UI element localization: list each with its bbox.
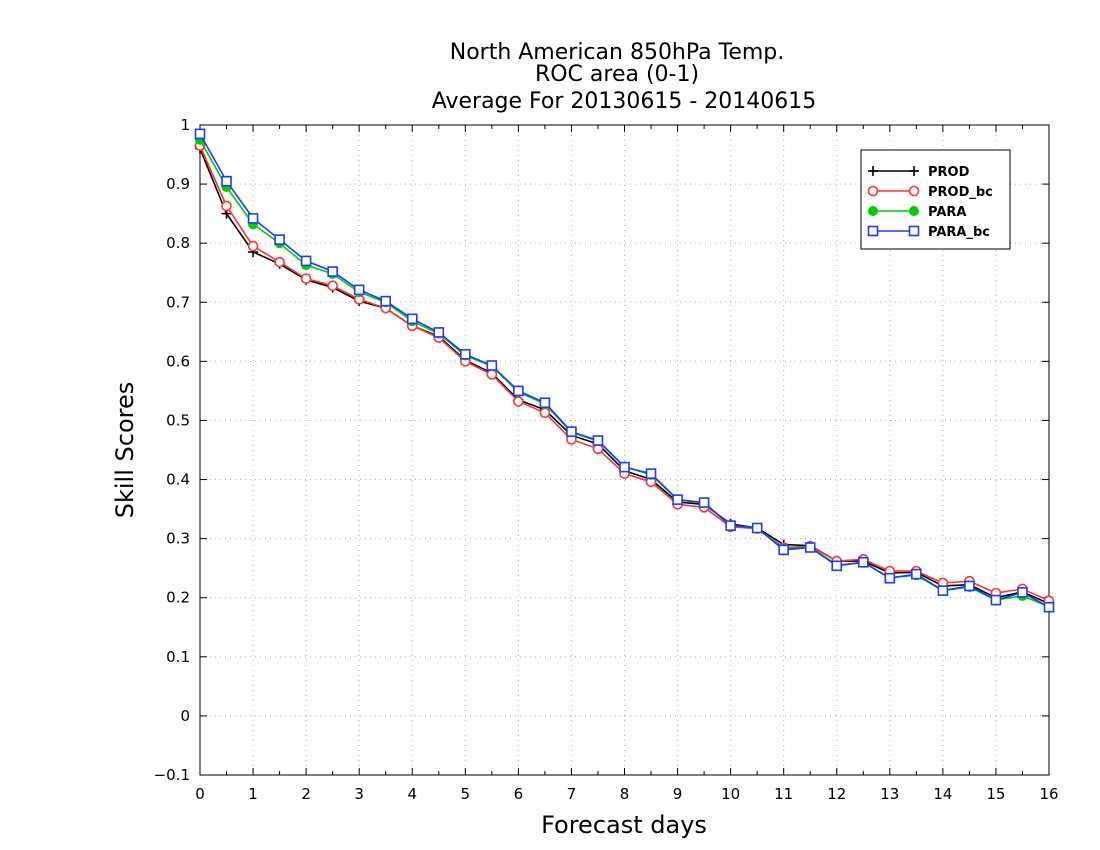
legend-label: PARA bbox=[928, 205, 966, 220]
y-tick-label: 0.1 bbox=[166, 648, 190, 666]
data-point-para-bc bbox=[751, 522, 763, 534]
series-lines bbox=[194, 128, 1055, 613]
y-tick-label: 0.2 bbox=[166, 589, 190, 607]
legend-label: PARA_bc bbox=[928, 225, 990, 240]
data-point-para-bc bbox=[592, 435, 604, 446]
legend-marker bbox=[868, 206, 878, 216]
data-point-para-bc bbox=[884, 572, 896, 584]
x-tick-label: 8 bbox=[620, 785, 630, 803]
y-tick-label: 0.3 bbox=[166, 530, 190, 548]
y-tick-label: 0.8 bbox=[166, 234, 190, 252]
chart-subtitle: ROC area (0-1) bbox=[535, 62, 699, 87]
axis-ticks: 0 1 2 3 4 5 6 7 8 9 10 11 12 13 14 15 16−0.100.10.20.30.… bbox=[154, 116, 1059, 803]
chart-title: North American 850hPa Temp. bbox=[450, 40, 785, 65]
data-point-para-bc bbox=[804, 542, 816, 553]
legend-item-prod-bc: PROD_bc bbox=[867, 185, 993, 200]
chart-subtitle-period: Average For 20130615 - 20140615 bbox=[432, 89, 817, 114]
data-point-para-bc bbox=[566, 426, 577, 437]
legend-box bbox=[860, 149, 1011, 250]
data-point-para-bc bbox=[194, 128, 206, 140]
y-axis-label: Skill Scores bbox=[111, 382, 139, 519]
y-tick-label: 1 bbox=[180, 116, 190, 134]
x-axis-label: Forecast days bbox=[541, 811, 707, 839]
x-tick-label: 16 bbox=[1039, 785, 1058, 803]
x-tick-label: 10 bbox=[721, 785, 740, 803]
legend-label: PROD bbox=[928, 165, 970, 180]
data-point-para-bc bbox=[672, 494, 683, 505]
x-tick-label: 2 bbox=[301, 785, 311, 803]
legend-marker bbox=[908, 185, 920, 197]
data-point-para-bc bbox=[406, 313, 418, 325]
x-tick-label: 1 bbox=[248, 785, 258, 803]
legend-marker bbox=[908, 225, 920, 237]
legend-item-para: PARA bbox=[868, 205, 966, 220]
data-point-para-bc bbox=[698, 497, 710, 508]
x-tick-label: 15 bbox=[986, 785, 1005, 803]
legend-label: PROD_bc bbox=[928, 185, 993, 200]
data-point-para-bc bbox=[1017, 587, 1028, 598]
legend-item-prod: PROD bbox=[868, 165, 970, 180]
legend-item-para-bc: PARA_bc bbox=[867, 225, 990, 240]
legend: PROD PROD_bc PARA PARA_bc bbox=[860, 149, 1011, 250]
x-tick-label: 6 bbox=[514, 785, 524, 803]
data-point-prod-bc bbox=[327, 280, 338, 292]
x-tick-label: 5 bbox=[461, 785, 471, 803]
x-tick-label: 9 bbox=[673, 785, 683, 803]
data-point-prod-bc bbox=[274, 256, 285, 268]
x-tick-label: 7 bbox=[567, 785, 577, 803]
data-point-para-bc bbox=[831, 560, 843, 572]
y-tick-label: 0.9 bbox=[166, 175, 190, 193]
data-point-para-bc bbox=[937, 585, 949, 596]
x-tick-label: 13 bbox=[880, 785, 899, 803]
x-tick-label: 4 bbox=[407, 785, 417, 803]
y-tick-label: 0 bbox=[180, 707, 190, 725]
data-point-para-bc bbox=[460, 348, 471, 360]
x-tick-label: 11 bbox=[774, 785, 793, 803]
legend-marker bbox=[867, 185, 879, 197]
data-point-para-bc bbox=[353, 284, 365, 296]
y-tick-label: −0.1 bbox=[154, 766, 190, 784]
x-tick-label: 12 bbox=[827, 785, 846, 803]
data-point-para-bc bbox=[619, 461, 630, 473]
data-point-para-bc bbox=[433, 327, 445, 338]
data-point-para-bc bbox=[300, 255, 312, 267]
data-point-para-bc bbox=[990, 594, 1002, 606]
x-tick-label: 3 bbox=[354, 785, 364, 803]
y-tick-label: 0.6 bbox=[166, 352, 190, 370]
data-point-para-bc bbox=[327, 266, 338, 277]
data-point-prod-bc bbox=[513, 396, 524, 407]
series-para-bc bbox=[194, 128, 1055, 613]
data-point-para-bc bbox=[857, 556, 869, 568]
data-point-para-bc bbox=[380, 295, 392, 307]
data-point-prod-bc bbox=[539, 407, 551, 419]
data-point-para-bc bbox=[645, 468, 657, 479]
x-tick-label: 14 bbox=[933, 785, 952, 803]
data-point-para-bc bbox=[486, 360, 498, 371]
data-point-prod-bc bbox=[486, 369, 498, 380]
data-point-prod-bc bbox=[247, 240, 259, 252]
y-tick-label: 0.5 bbox=[166, 411, 190, 429]
data-point-para-bc bbox=[274, 234, 285, 245]
data-point-para-bc bbox=[513, 385, 524, 397]
legend-marker bbox=[868, 166, 878, 176]
data-point-para-bc bbox=[221, 175, 232, 187]
x-tick-label: 0 bbox=[195, 785, 205, 803]
data-point-para-bc bbox=[964, 580, 975, 592]
data-point-prod-bc bbox=[221, 200, 232, 212]
data-point-para-bc bbox=[911, 568, 922, 580]
legend-marker bbox=[909, 206, 919, 216]
legend-marker bbox=[867, 225, 879, 237]
y-tick-label: 0.7 bbox=[166, 293, 190, 311]
grid-lines bbox=[200, 125, 1049, 775]
data-point-para-bc bbox=[247, 213, 259, 224]
data-point-para-bc bbox=[725, 520, 736, 531]
y-tick-label: 0.4 bbox=[166, 471, 190, 489]
legend-marker bbox=[909, 166, 919, 176]
data-point-para-bc bbox=[539, 397, 551, 409]
data-point-prod-bc bbox=[300, 273, 312, 284]
data-point-para-bc bbox=[778, 544, 789, 556]
data-point-para-bc bbox=[1043, 601, 1055, 613]
